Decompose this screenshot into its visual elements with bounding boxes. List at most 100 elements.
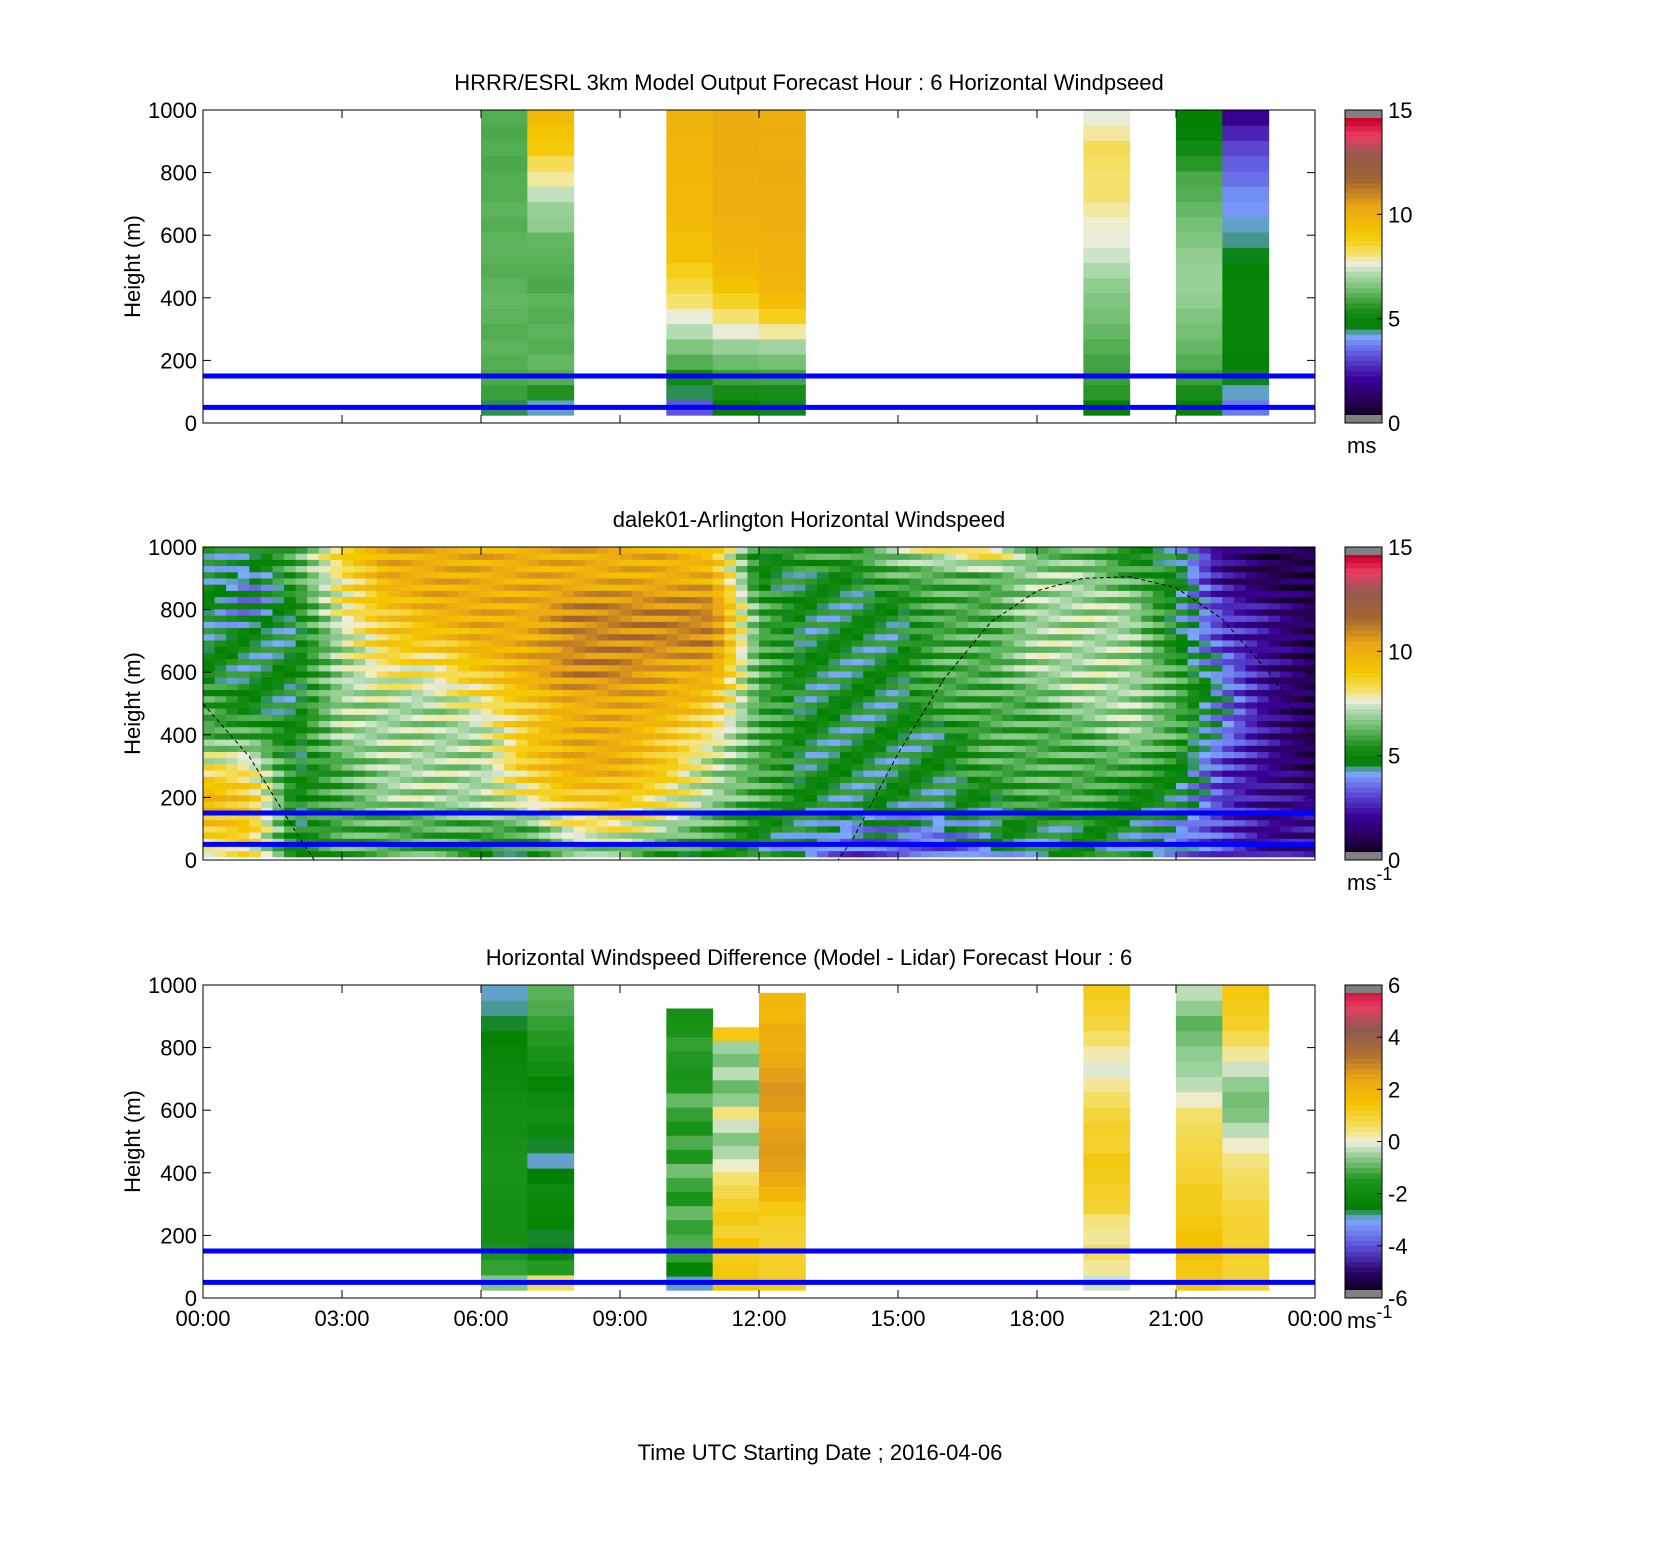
- cell: [515, 596, 528, 604]
- cell: [805, 745, 818, 753]
- cell: [307, 670, 320, 678]
- cell: [562, 658, 575, 666]
- cell: [1280, 639, 1293, 647]
- cell: [1141, 571, 1154, 579]
- cell: [237, 745, 250, 753]
- cell: [666, 171, 714, 187]
- cell: [492, 844, 505, 852]
- cell: [724, 751, 737, 759]
- cell: [967, 770, 980, 777]
- cell: [504, 751, 517, 759]
- cell: [1280, 757, 1293, 765]
- cell: [1048, 652, 1061, 660]
- cell: [620, 763, 633, 771]
- cell: [1152, 819, 1165, 827]
- cell: [376, 553, 389, 560]
- cell: [608, 602, 621, 610]
- cell: [1187, 547, 1200, 554]
- cell: [921, 695, 934, 703]
- cell: [666, 627, 679, 635]
- cell: [677, 584, 690, 591]
- cell: [1245, 838, 1258, 845]
- cell: [573, 850, 586, 858]
- cell: [527, 646, 540, 653]
- cell: [1083, 232, 1131, 248]
- cell: [909, 596, 922, 604]
- cell: [909, 770, 922, 777]
- cell: [944, 621, 957, 629]
- cell: [307, 695, 320, 703]
- cell: [1233, 590, 1246, 598]
- cell: [307, 547, 320, 554]
- cell: [1094, 633, 1107, 641]
- cell: [1210, 652, 1223, 660]
- cell: [967, 584, 980, 591]
- cell: [1106, 553, 1119, 560]
- cell: [376, 844, 389, 852]
- cell: [1048, 720, 1061, 728]
- cell: [1118, 559, 1131, 567]
- cell: [353, 825, 366, 833]
- cell: [272, 776, 285, 784]
- cell: [666, 262, 714, 279]
- cell: [909, 565, 922, 573]
- cell: [446, 757, 459, 765]
- cell: [1233, 813, 1246, 821]
- cell: [851, 832, 864, 839]
- cell: [1245, 788, 1258, 796]
- cell: [1002, 615, 1015, 622]
- cell: [851, 664, 864, 672]
- cell: [307, 553, 320, 560]
- cell: [631, 565, 644, 573]
- cell: [1233, 639, 1246, 647]
- cell: [504, 559, 517, 567]
- cell: [1199, 726, 1212, 734]
- cell: [284, 708, 297, 715]
- cell: [1083, 247, 1131, 264]
- cell: [747, 732, 760, 740]
- cell: [272, 621, 285, 629]
- cell: [1245, 571, 1258, 579]
- cell: [365, 838, 378, 845]
- cell: [770, 658, 783, 666]
- cell: [423, 584, 436, 591]
- cell: [921, 559, 934, 567]
- cell: [1129, 639, 1142, 647]
- cell: [1071, 547, 1084, 554]
- cell: [759, 819, 772, 827]
- cell: [851, 577, 864, 585]
- cell: [898, 646, 911, 653]
- cell: [1164, 838, 1177, 845]
- cell: [677, 559, 690, 567]
- cell: [712, 751, 725, 759]
- cell: [457, 565, 470, 573]
- cell: [585, 714, 598, 722]
- cell: [550, 708, 563, 715]
- cell: [573, 652, 586, 660]
- cell: [990, 584, 1003, 591]
- cell: [214, 745, 227, 753]
- cell: [562, 757, 575, 765]
- cell: [411, 801, 424, 808]
- cell: [260, 670, 273, 678]
- cell: [759, 627, 772, 635]
- cell: [214, 714, 227, 722]
- cell: [504, 708, 517, 715]
- cell: [608, 633, 621, 641]
- cell: [1013, 596, 1026, 604]
- cell: [527, 770, 540, 777]
- cell: [666, 308, 714, 325]
- cell: [318, 584, 331, 591]
- cell: [1129, 584, 1142, 591]
- cell: [423, 813, 436, 821]
- cell: [782, 571, 795, 579]
- cell: [1152, 708, 1165, 715]
- cell: [237, 838, 250, 845]
- cell: [886, 608, 899, 616]
- cell: [1233, 720, 1246, 728]
- cell: [214, 739, 227, 746]
- cell: [504, 850, 517, 858]
- cell: [793, 577, 806, 585]
- cell: [677, 553, 690, 560]
- cell: [318, 832, 331, 839]
